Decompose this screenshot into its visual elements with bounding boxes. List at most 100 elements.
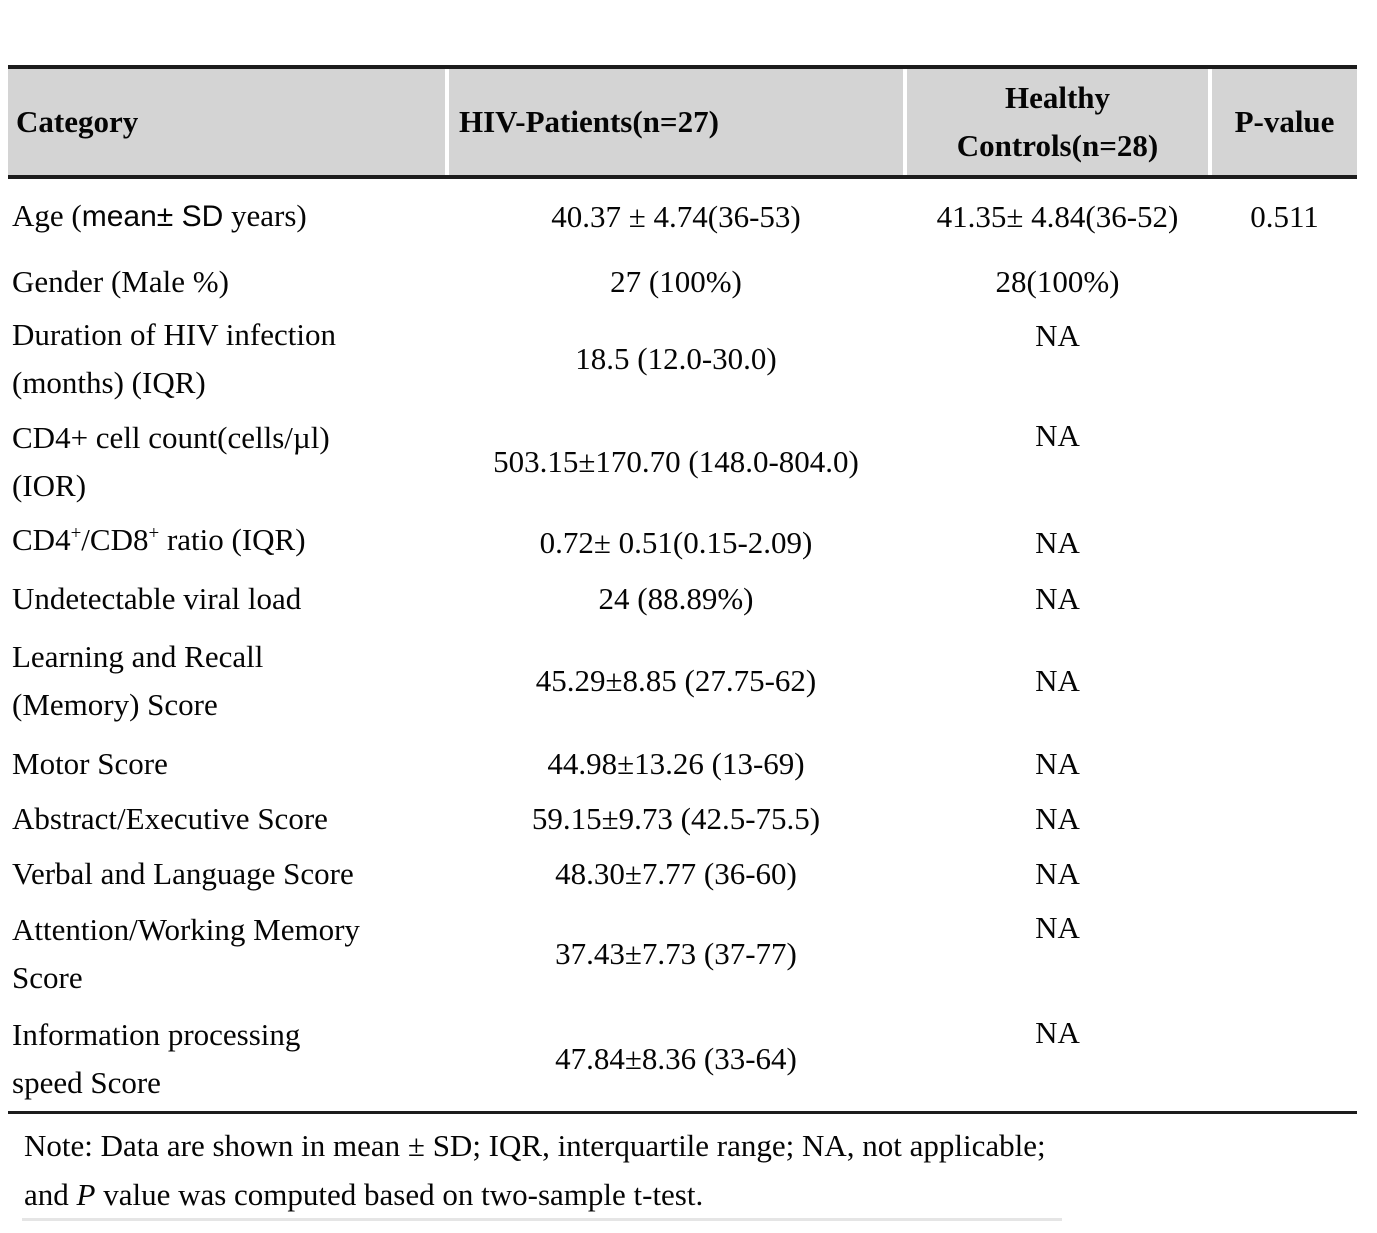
text-segment: Information processing xyxy=(12,1016,301,1052)
pvalue-cell xyxy=(1212,514,1357,571)
category-line: Motor Score xyxy=(12,740,445,788)
text-segment: Age ( xyxy=(12,198,82,233)
category-cell: Age (mean± SD years) xyxy=(8,179,445,254)
header-cell-hiv-patients: HIV-Patients(n=27) xyxy=(449,69,903,175)
table-note: Note: Data are shown in mean ± SD; IQR, … xyxy=(8,1121,1373,1219)
pvalue-cell xyxy=(1212,309,1357,409)
table-header-row: Category HIV-Patients(n=27) Healthy Cont… xyxy=(8,65,1357,179)
table-row: Gender (Male %) 27 (100%) 28(100%) xyxy=(8,254,1357,309)
text-segment: Gender (Male %) xyxy=(12,263,229,299)
category-line: Gender (Male %) xyxy=(12,258,445,306)
control-value-cell: NA xyxy=(1035,800,1080,836)
note-line: and P value was computed based on two-sa… xyxy=(24,1170,1373,1219)
text-segment: Score xyxy=(12,959,83,995)
category-cell: CD4+/CD8+ ratio (IQR) xyxy=(8,514,445,571)
table-row: CD4+ cell count(cells/µl) (IOR) 503.15±170… xyxy=(8,409,1357,514)
hiv-value-cell: 37.43±7.73 (37-77) xyxy=(555,935,797,971)
category-cell: Undetectable viral load xyxy=(8,571,445,626)
category-line: (months) (IQR) xyxy=(12,359,445,407)
hiv-value-cell: 0.72± 0.51(0.15-2.09) xyxy=(539,524,813,560)
text-segment: mean± SD xyxy=(81,200,224,233)
table-row: Duration of HIV infection (months) (IQR) 1… xyxy=(8,309,1357,409)
text-segment: /CD8 xyxy=(81,522,149,557)
control-value-cell: 41.35± 4.84(36-52) xyxy=(936,198,1179,234)
hiv-value-cell: 40.37 ± 4.74(36-53) xyxy=(551,198,801,234)
category-cell: Abstract/Executive Score xyxy=(8,791,445,846)
text-segment: (Memory) Score xyxy=(12,687,218,722)
table-row: Verbal and Language Score 48.30±7.77 (36-… xyxy=(8,846,1357,901)
category-cell: Gender (Male %) xyxy=(8,254,445,309)
category-line: Age (mean± SD years) xyxy=(12,192,445,241)
text-segment: Note: Data are shown in mean ± SD; IQR, … xyxy=(24,1128,1046,1163)
text-segment: and xyxy=(24,1177,77,1212)
pvalue-cell xyxy=(1212,254,1357,309)
table-row: Abstract/Executive Score 59.15±9.73 (42.5… xyxy=(8,791,1357,846)
text-segment: + xyxy=(70,523,82,544)
pvalue-cell xyxy=(1212,626,1357,736)
category-cell: Attention/Working Memory Score xyxy=(8,901,445,1006)
control-value-cell: NA xyxy=(1035,524,1080,560)
table-row: Age (mean± SD years) 40.37 ± 4.74(36-53) 4… xyxy=(8,179,1357,254)
text-segment: ratio (IQR) xyxy=(159,522,306,557)
hiv-value-cell: 18.5 (12.0-30.0) xyxy=(575,341,777,376)
text-segment: Learning and Recall xyxy=(12,639,264,674)
control-value-cell: 28(100%) xyxy=(995,263,1120,299)
category-line: Undetectable viral load xyxy=(12,575,445,623)
text-segment: CD4 xyxy=(12,522,71,557)
text-segment: P xyxy=(76,1177,96,1212)
hiv-value-cell: 48.30±7.77 (36-60) xyxy=(555,855,797,891)
hiv-value-cell: 24 (88.89%) xyxy=(598,580,754,616)
category-cell: Verbal and Language Score xyxy=(8,846,445,901)
pvalue-cell xyxy=(1212,736,1357,791)
table-body: Age (mean± SD years) 40.37 ± 4.74(36-53) 4… xyxy=(8,179,1357,1114)
table-row: Information processing speed Score 47.84±8… xyxy=(8,1006,1357,1111)
category-line: Attention/Working Memory xyxy=(12,906,445,954)
hiv-value-cell: 44.98±13.26 (13-69) xyxy=(547,745,805,781)
demographics-table: Category HIV-Patients(n=27) Healthy Cont… xyxy=(8,65,1357,1114)
hiv-value-cell: 45.29±8.85 (27.75-62) xyxy=(535,663,817,698)
category-line: Abstract/Executive Score xyxy=(12,795,445,843)
pvalue-cell xyxy=(1212,846,1357,901)
text-segment: Duration of HIV infection xyxy=(12,317,336,352)
category-line: Score xyxy=(12,954,445,1002)
control-value-cell: NA xyxy=(1035,580,1080,616)
category-line: speed Score xyxy=(12,1059,445,1107)
pvalue-cell xyxy=(1212,1006,1357,1111)
page-bottom-divider xyxy=(22,1218,1062,1221)
note-line: Note: Data are shown in mean ± SD; IQR, … xyxy=(24,1121,1373,1170)
category-cell: Motor Score xyxy=(8,736,445,791)
control-value-cell: NA xyxy=(1035,1015,1080,1050)
pvalue-cell xyxy=(1212,571,1357,626)
text-segment: Undetectable viral load xyxy=(12,580,302,616)
control-value-cell: NA xyxy=(1035,663,1080,698)
category-line: (IOR) xyxy=(12,462,445,510)
category-line: Verbal and Language Score xyxy=(12,850,445,898)
hiv-value-cell: 47.84±8.36 (33-64) xyxy=(555,1040,797,1076)
category-cell: Learning and Recall (Memory) Score xyxy=(8,626,445,736)
text-segment: CD4+ cell count(cells/µl) xyxy=(12,419,330,455)
text-segment: (months) (IQR) xyxy=(12,365,206,400)
control-value-cell: NA xyxy=(1035,855,1080,891)
text-segment: value was computed based on two-sample t… xyxy=(95,1177,704,1212)
hiv-value-cell: 27 (100%) xyxy=(610,263,742,299)
table-row: Learning and Recall (Memory) Score 45.29±8… xyxy=(8,626,1357,736)
text-segment: + xyxy=(148,523,160,544)
table-row: Attention/Working Memory Score 37.43±7.73 … xyxy=(8,901,1357,1006)
text-segment: (IOR) xyxy=(12,467,87,503)
text-segment: Verbal and Language Score xyxy=(12,855,354,891)
text-segment: Attention/Working Memory xyxy=(12,911,360,947)
text-segment: Abstract/Executive Score xyxy=(12,800,328,836)
control-value-cell: NA xyxy=(1035,418,1080,453)
category-line: Information processing xyxy=(12,1011,445,1059)
pvalue-cell xyxy=(1212,901,1357,1006)
category-line: Duration of HIV infection xyxy=(12,311,445,359)
category-line: (Memory) Score xyxy=(12,681,445,729)
hiv-value-cell: 503.15±170.70 (148.0-804.0) xyxy=(493,443,859,479)
category-line: Learning and Recall xyxy=(12,633,445,681)
text-segment: years) xyxy=(223,198,307,233)
category-cell: Information processing speed Score xyxy=(8,1006,445,1111)
pvalue-cell xyxy=(1212,409,1357,514)
category-cell: Duration of HIV infection (months) (IQR) xyxy=(8,309,445,409)
control-value-cell: NA xyxy=(1035,745,1080,781)
